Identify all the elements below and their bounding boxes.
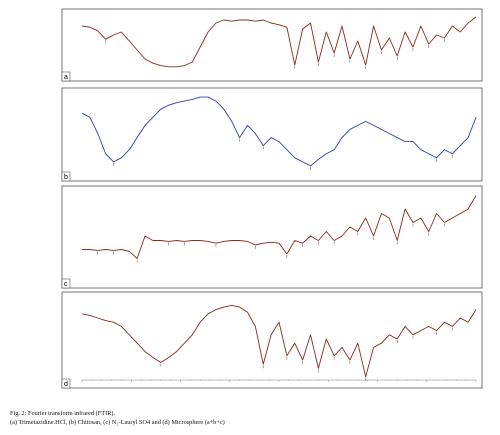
spectrum-line bbox=[82, 195, 477, 259]
spectrum-panel-c: c bbox=[61, 185, 483, 289]
spectrum-panel-b: b bbox=[61, 87, 483, 182]
panel-frame bbox=[61, 87, 483, 182]
panel-frame bbox=[61, 291, 483, 389]
spectrum-panel-d: d bbox=[61, 291, 483, 389]
panel-label: a bbox=[64, 74, 68, 81]
panel-label-box bbox=[61, 171, 71, 182]
panel-frame bbox=[61, 185, 483, 289]
panel-label-box bbox=[61, 278, 71, 289]
spectrum-line bbox=[81, 96, 477, 167]
spectrum-panel-a: a bbox=[61, 8, 483, 82]
panel-label-box bbox=[61, 378, 71, 389]
spectrum-line bbox=[81, 304, 477, 378]
panel-label: c bbox=[64, 281, 68, 288]
spectrum-panels: a b c d bbox=[61, 8, 483, 389]
panel-label: d bbox=[64, 381, 68, 388]
figure-caption-title: Fig. 2: Fourier transform infrared (FTIR… bbox=[10, 410, 116, 417]
panel-label: b bbox=[64, 174, 68, 181]
figure-caption-body: (a) Trimetazidine.HCl, (b) Chitosan, (c)… bbox=[10, 419, 225, 426]
panel-frame bbox=[61, 8, 483, 82]
spectrum-line bbox=[81, 16, 477, 68]
panel-label-box bbox=[61, 71, 71, 82]
